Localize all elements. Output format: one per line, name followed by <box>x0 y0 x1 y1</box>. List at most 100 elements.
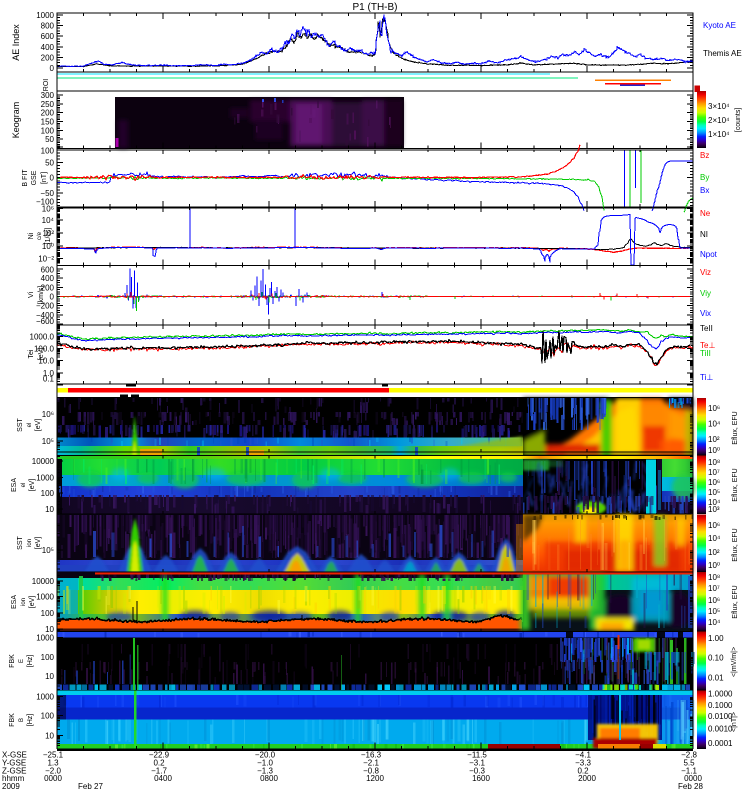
svg-text:ESA: ESA <box>11 478 18 492</box>
svg-text:[eV]: [eV] <box>29 596 36 609</box>
svg-text:400: 400 <box>41 43 55 52</box>
svg-text:Kyoto AE: Kyoto AE <box>703 21 736 30</box>
svg-text:hhmm: hhmm <box>2 774 25 783</box>
svg-text:TiII: TiII <box>700 349 711 358</box>
svg-text:ion: ion <box>21 598 27 606</box>
svg-text:GSE: GSE <box>31 170 38 185</box>
svg-text:Npot: Npot <box>700 250 718 259</box>
svg-text:5.5: 5.5 <box>683 759 695 768</box>
svg-text:0000: 0000 <box>684 774 702 783</box>
svg-text:ROI: ROI <box>43 79 50 92</box>
svg-text:Te⊥: Te⊥ <box>700 341 715 350</box>
svg-text:−16.3: −16.3 <box>361 751 382 760</box>
svg-text:−1.0: −1.0 <box>257 759 273 768</box>
svg-text:FBK: FBK <box>9 654 16 668</box>
svg-text:0.10: 0.10 <box>708 654 724 663</box>
svg-text:NI: NI <box>700 230 708 239</box>
svg-text:10⁴: 10⁴ <box>708 498 721 507</box>
svg-text:10: 10 <box>45 732 54 741</box>
svg-text:400: 400 <box>41 274 55 283</box>
svg-text:10⁰: 10⁰ <box>708 446 720 455</box>
svg-text:1200: 1200 <box>366 774 384 783</box>
svg-text:1000.0: 1000.0 <box>30 333 55 342</box>
svg-text:10: 10 <box>45 672 54 681</box>
svg-text:ESA: ESA <box>11 595 18 609</box>
svg-text:[counts]: [counts] <box>735 108 742 133</box>
svg-text:1000: 1000 <box>36 634 54 643</box>
svg-text:0.2: 0.2 <box>153 759 165 768</box>
svg-text:1×10⁴: 1×10⁴ <box>708 130 730 139</box>
svg-text:[eV]: [eV] <box>38 348 45 361</box>
svg-text:Z-GSE: Z-GSE <box>2 767 26 776</box>
svg-text:10⁴: 10⁴ <box>708 420 721 429</box>
svg-text:0000: 0000 <box>44 774 62 783</box>
svg-text:2009: 2009 <box>2 782 20 791</box>
svg-text:−0.8: −0.8 <box>363 767 379 776</box>
svg-text:Y-GSE: Y-GSE <box>2 759 26 768</box>
svg-text:50: 50 <box>45 158 54 167</box>
svg-text:0.2: 0.2 <box>577 767 589 776</box>
svg-text:Tei: Tei <box>28 349 35 358</box>
svg-text:−400: −400 <box>36 311 55 320</box>
svg-text:[eV]: [eV] <box>29 479 36 492</box>
svg-text:10⁷: 10⁷ <box>708 584 720 593</box>
svg-text:−1.7: −1.7 <box>151 767 167 776</box>
svg-text:200: 200 <box>41 53 55 62</box>
svg-text:[Hz]: [Hz] <box>27 714 34 727</box>
svg-text:250: 250 <box>41 100 55 109</box>
svg-text:X-GSE: X-GSE <box>2 751 27 760</box>
svg-text:−3.1: −3.1 <box>469 759 485 768</box>
svg-text:Bz: Bz <box>700 151 709 160</box>
svg-text:Bx: Bx <box>700 186 709 195</box>
svg-text:10000: 10000 <box>32 577 55 586</box>
svg-text:1000: 1000 <box>36 11 54 20</box>
svg-text:10⁻²: 10⁻² <box>38 255 54 264</box>
svg-text:200: 200 <box>41 109 55 118</box>
svg-text:100: 100 <box>41 609 55 618</box>
svg-text:600: 600 <box>41 32 55 41</box>
svg-text:0.0010: 0.0010 <box>708 725 733 734</box>
svg-text:0.0001: 0.0001 <box>708 739 733 748</box>
svg-text:Eflux, EFU: Eflux, EFU <box>732 411 739 444</box>
svg-text:Eflux, EFU: Eflux, EFU <box>732 528 739 561</box>
svg-text:[1/cc]: [1/cc] <box>45 228 52 245</box>
svg-text:50: 50 <box>45 135 54 144</box>
svg-text:10³: 10³ <box>708 505 720 514</box>
svg-text:Feb 27: Feb 27 <box>78 782 103 791</box>
svg-text:0.01: 0.01 <box>708 674 724 683</box>
svg-text:3×10⁴: 3×10⁴ <box>708 102 730 111</box>
svg-text:[Hz]: [Hz] <box>27 655 34 668</box>
svg-text:0.1: 0.1 <box>43 375 55 384</box>
svg-text:100: 100 <box>41 147 55 156</box>
svg-text:−25.1: −25.1 <box>43 751 64 760</box>
svg-text:10⁴: 10⁴ <box>42 216 55 225</box>
svg-text:SST: SST <box>17 535 24 549</box>
svg-text:−2.0: −2.0 <box>45 767 61 776</box>
svg-text:−200: −200 <box>36 302 55 311</box>
svg-text:−20.0: −20.0 <box>255 751 276 760</box>
svg-text:2×10⁴: 2×10⁴ <box>708 116 730 125</box>
svg-text:10⁶: 10⁶ <box>708 521 720 530</box>
svg-text:−1.3: −1.3 <box>257 767 273 776</box>
svg-text:1600: 1600 <box>472 774 490 783</box>
svg-text:[eV]: [eV] <box>35 537 42 550</box>
svg-text:10: 10 <box>45 505 54 514</box>
svg-text:−2.1: −2.1 <box>363 759 379 768</box>
svg-text:100: 100 <box>41 653 55 662</box>
svg-text:0: 0 <box>50 293 55 302</box>
svg-text:1.3: 1.3 <box>47 759 59 768</box>
svg-text:10.0: 10.0 <box>38 357 54 366</box>
svg-text:Ne: Ne <box>700 209 711 218</box>
svg-text:800: 800 <box>41 22 55 31</box>
svg-text:1.00: 1.00 <box>708 634 724 643</box>
svg-text:el: el <box>21 483 27 488</box>
svg-text:−3.3: −3.3 <box>575 759 591 768</box>
svg-text:<|mV/m|>: <|mV/m|> <box>731 647 738 677</box>
svg-text:Ti⊥: Ti⊥ <box>700 373 713 382</box>
svg-text:Eflux, EFU: Eflux, EFU <box>732 468 739 501</box>
svg-text:1.0: 1.0 <box>43 369 55 378</box>
svg-text:By: By <box>700 173 709 182</box>
svg-text:10⁶: 10⁶ <box>42 410 54 419</box>
svg-text:−1.1: −1.1 <box>681 767 697 776</box>
svg-text:10⁵: 10⁵ <box>708 488 720 497</box>
